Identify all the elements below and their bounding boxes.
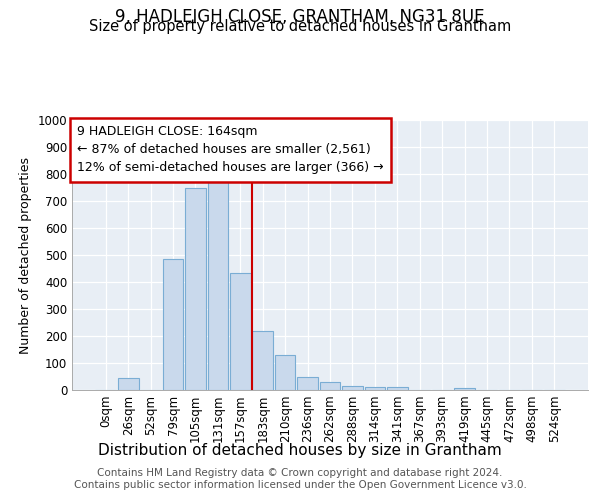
Bar <box>320 382 340 390</box>
Bar <box>118 378 139 390</box>
Text: Distribution of detached houses by size in Grantham: Distribution of detached houses by size … <box>98 442 502 458</box>
Bar <box>275 356 295 390</box>
Bar <box>297 376 318 390</box>
Bar <box>365 388 385 390</box>
Bar <box>163 259 184 390</box>
Text: Size of property relative to detached houses in Grantham: Size of property relative to detached ho… <box>89 19 511 34</box>
Bar <box>342 386 363 390</box>
Bar <box>185 188 206 390</box>
Bar <box>454 388 475 390</box>
Bar <box>208 176 228 390</box>
Bar <box>230 272 251 390</box>
Text: Contains HM Land Registry data © Crown copyright and database right 2024.
Contai: Contains HM Land Registry data © Crown c… <box>74 468 526 490</box>
Text: 9, HADLEIGH CLOSE, GRANTHAM, NG31 8UE: 9, HADLEIGH CLOSE, GRANTHAM, NG31 8UE <box>115 8 485 26</box>
Bar <box>387 388 407 390</box>
Text: 9 HADLEIGH CLOSE: 164sqm
← 87% of detached houses are smaller (2,561)
12% of sem: 9 HADLEIGH CLOSE: 164sqm ← 87% of detach… <box>77 126 384 174</box>
Y-axis label: Number of detached properties: Number of detached properties <box>19 156 32 354</box>
Bar <box>253 330 273 390</box>
